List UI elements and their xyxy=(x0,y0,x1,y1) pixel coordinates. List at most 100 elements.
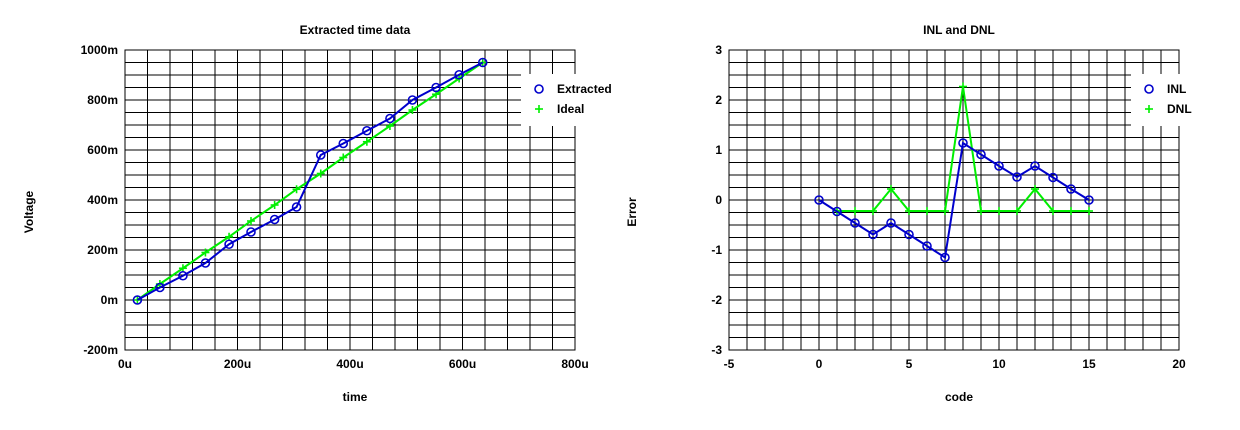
legend-label-extracted: Extracted xyxy=(557,82,612,96)
data-point-inl xyxy=(886,218,896,228)
series-inl xyxy=(814,138,1094,263)
data-point-extracted xyxy=(454,69,464,80)
data-point-extracted xyxy=(385,113,395,124)
y-tick-label: 3 xyxy=(715,43,722,57)
data-point-inl xyxy=(1012,172,1022,182)
data-point-ideal xyxy=(292,185,301,194)
data-point-extracted xyxy=(315,150,326,160)
y-tick-label: 2 xyxy=(715,93,722,107)
data-point-extracted xyxy=(291,202,302,212)
data-point-ideal xyxy=(362,137,371,146)
y-tick-label: 200m xyxy=(87,243,118,257)
data-point-extracted xyxy=(224,239,234,250)
series-extracted xyxy=(132,57,488,305)
y-axis-label: Error xyxy=(625,197,639,227)
data-point-extracted xyxy=(246,227,256,237)
data-point-ideal xyxy=(178,264,187,273)
x-axis-label: time xyxy=(343,390,368,404)
x-tick-label: 5 xyxy=(906,357,913,371)
legend-marker-ideal xyxy=(535,105,543,113)
data-point-ideal xyxy=(225,232,234,241)
data-point-extracted xyxy=(155,282,165,293)
data-point-ideal xyxy=(316,169,325,178)
chart-2: INL and DNL code Error -5 0 5 10 15 20 -3 -2 -1 0 1 2 3… xyxy=(625,23,1192,404)
legend-label-ideal: Ideal xyxy=(557,102,584,116)
y-tick-label: -200m xyxy=(83,343,118,357)
data-point-dnl xyxy=(959,82,967,91)
data-point-inl xyxy=(994,161,1004,171)
x-tick-label: 200u xyxy=(224,357,251,371)
data-point-dnl xyxy=(1049,207,1057,215)
data-point-dnl xyxy=(977,207,985,215)
data-point-dnl xyxy=(995,207,1003,215)
data-point-inl xyxy=(1066,184,1076,194)
y-tick-label: -2 xyxy=(711,293,722,307)
data-point-dnl xyxy=(941,207,949,215)
data-point-inl xyxy=(868,229,878,240)
data-point-dnl xyxy=(1085,207,1093,215)
y-tick-label: 1000m xyxy=(81,43,118,57)
data-point-dnl xyxy=(1067,207,1075,215)
data-point-inl xyxy=(922,241,932,251)
data-point-extracted xyxy=(407,95,418,105)
chart-title: INL and DNL xyxy=(923,23,995,37)
x-tick-label: 800u xyxy=(561,357,588,371)
data-point-dnl xyxy=(1031,185,1039,193)
data-point-ideal xyxy=(385,122,394,130)
legend-marker-dnl xyxy=(1145,105,1153,113)
y-tick-label: 600m xyxy=(87,143,118,157)
data-point-ideal xyxy=(247,217,255,225)
series-line-inl xyxy=(818,141,1090,260)
legend-box xyxy=(1131,74,1191,126)
plot-frame xyxy=(728,49,1180,351)
data-point-extracted xyxy=(200,258,211,268)
grid xyxy=(124,49,576,351)
x-tick-label: 400u xyxy=(336,357,363,371)
legend-label-dnl: DNL xyxy=(1167,102,1192,116)
x-tick-label: 0u xyxy=(118,357,132,371)
legend-marker-extracted xyxy=(534,84,544,94)
data-point-extracted xyxy=(362,125,372,136)
y-tick-label: 1 xyxy=(715,143,722,157)
plot-frame xyxy=(124,49,576,351)
data-point-ideal xyxy=(270,201,279,209)
legend-label-inl: INL xyxy=(1167,82,1186,96)
data-point-dnl xyxy=(1013,207,1021,215)
data-point-inl xyxy=(1030,161,1040,171)
series-dnl xyxy=(833,82,1093,215)
data-point-dnl xyxy=(905,207,913,215)
data-point-extracted xyxy=(431,82,441,93)
data-point-inl xyxy=(850,218,860,228)
chart-title: Extracted time data xyxy=(300,23,411,37)
legend: Extracted Ideal xyxy=(521,74,621,126)
x-tick-label: 10 xyxy=(992,357,1006,371)
data-point-inl xyxy=(958,138,968,148)
x-tick-label: -5 xyxy=(724,357,735,371)
data-point-extracted xyxy=(477,57,488,68)
y-tick-label: 0m xyxy=(101,293,118,307)
data-point-inl xyxy=(904,229,914,240)
data-point-ideal xyxy=(408,106,417,114)
data-point-dnl xyxy=(851,207,859,215)
y-tick-label: 400m xyxy=(87,193,118,207)
data-point-inl xyxy=(1048,172,1058,183)
series-line-extracted xyxy=(136,61,484,301)
data-point-extracted xyxy=(178,270,188,281)
x-tick-label: 15 xyxy=(1082,357,1096,371)
data-point-ideal xyxy=(339,153,348,162)
x-tick-label: 600u xyxy=(449,357,476,371)
data-point-ideal xyxy=(201,248,210,257)
y-tick-label: 800m xyxy=(87,93,118,107)
data-point-extracted xyxy=(132,295,143,305)
y-tick-label: -3 xyxy=(711,343,722,357)
data-point-inl xyxy=(1084,195,1094,205)
legend: INL DNL xyxy=(1131,74,1192,126)
y-tick-label: 0 xyxy=(715,193,722,207)
data-point-inl xyxy=(976,149,986,160)
x-tick-label: 0 xyxy=(816,357,823,371)
y-tick-label: -1 xyxy=(711,243,722,257)
chart-1: Extracted time data time Voltage 0u 200u 400u… xyxy=(22,23,621,404)
data-point-inl xyxy=(832,206,842,217)
